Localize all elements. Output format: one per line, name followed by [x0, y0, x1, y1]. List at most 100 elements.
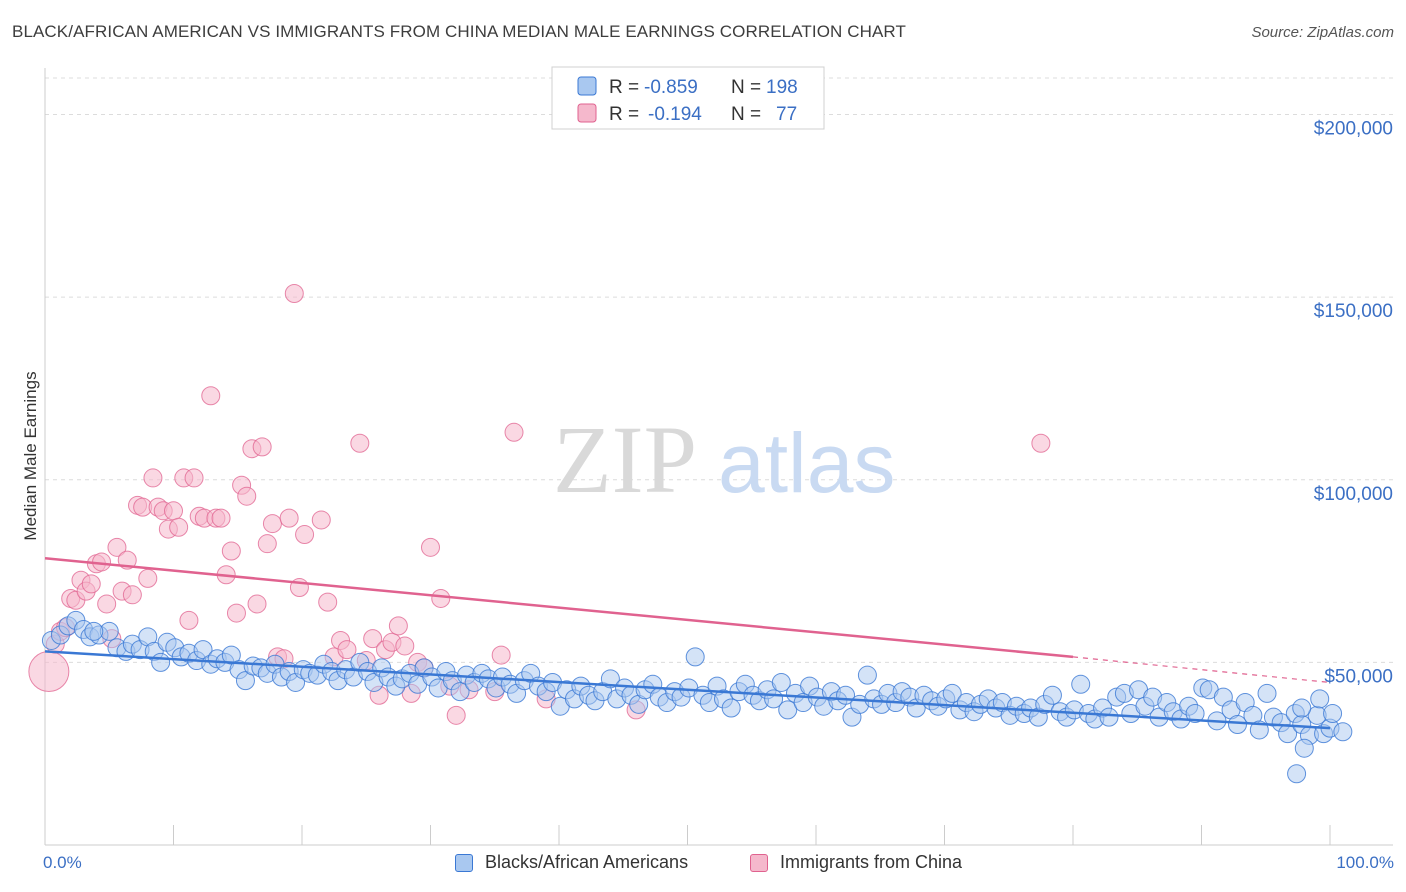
- legend-n-value-2: 77: [776, 104, 797, 125]
- point-china: [107, 537, 127, 557]
- point-blacks: [721, 698, 741, 718]
- point-china: [388, 616, 408, 636]
- point-china: [81, 574, 101, 594]
- x-tick-label-end: 100.0%: [1336, 853, 1394, 872]
- point-china: [252, 437, 272, 457]
- legend-swatch-blacks: [455, 853, 473, 872]
- legend-swatch-pink: [577, 103, 597, 123]
- point-china: [311, 510, 331, 530]
- point-china: [201, 386, 221, 406]
- legend-n-label-1: N =: [731, 77, 766, 98]
- point-china: [284, 283, 304, 303]
- legend-swatch-china: [750, 853, 768, 872]
- legend-item-blacks: Blacks/African Americans: [455, 852, 688, 873]
- point-china: [421, 537, 440, 557]
- point-china: [122, 585, 142, 605]
- legend-r-value-2: -0.194: [648, 104, 702, 125]
- point-blacks: [1294, 738, 1314, 758]
- legend-label-blacks: Blacks/African Americans: [485, 852, 689, 872]
- point-blacks: [1071, 674, 1091, 694]
- point-blacks: [1227, 714, 1247, 734]
- point-china: [363, 629, 383, 649]
- legend-n-label-2: N =: [731, 104, 766, 125]
- point-blacks: [1310, 689, 1330, 709]
- trend-line-china: [44, 557, 1074, 659]
- trend-line-china-extrapolated: [1072, 656, 1331, 684]
- point-blacks: [1333, 722, 1353, 742]
- point-blacks: [1185, 704, 1205, 724]
- point-blacks: [1287, 764, 1307, 784]
- legend-bottom: Blacks/African Americans Immigrants from…: [0, 852, 1406, 876]
- point-china: [143, 468, 163, 488]
- point-china: [226, 603, 246, 623]
- watermark: ZIP atlas: [553, 406, 895, 513]
- point-blacks: [857, 665, 877, 685]
- point-china: [504, 422, 524, 442]
- point-blacks: [84, 621, 104, 641]
- source-label: Source: ZipAtlas.com: [1251, 24, 1394, 41]
- point-blacks: [600, 669, 620, 689]
- series-immigrants-from-china: [28, 283, 1051, 725]
- point-china: [28, 651, 70, 693]
- y-axis-label: Median Male Earnings: [21, 371, 40, 540]
- point-china: [247, 594, 267, 614]
- point-blacks: [1099, 707, 1119, 727]
- legend-n-value-1: 198: [766, 77, 798, 98]
- point-china: [211, 508, 231, 528]
- chart-title: BLACK/AFRICAN AMERICAN VS IMMIGRANTS FRO…: [12, 22, 906, 41]
- y-tick-labels: $50,000 $100,000 $150,000 $200,000: [1314, 119, 1393, 688]
- point-china: [446, 705, 466, 725]
- point-china: [164, 501, 183, 521]
- point-china: [138, 568, 158, 588]
- legend-item-china: Immigrants from China: [750, 852, 962, 873]
- point-china: [1031, 433, 1051, 453]
- watermark-zip: ZIP: [553, 406, 697, 513]
- legend-top: R = -0.859 N = 198 R = -0.194 N = 77: [551, 66, 825, 130]
- grid-lines: [45, 77, 1393, 663]
- point-blacks: [450, 682, 470, 702]
- point-blacks: [151, 652, 171, 672]
- point-china: [318, 592, 338, 612]
- point-blacks: [1042, 685, 1062, 705]
- point-blacks: [778, 700, 798, 720]
- point-blacks: [771, 672, 791, 692]
- point-china: [279, 508, 299, 528]
- point-blacks: [1257, 683, 1277, 703]
- point-blacks: [1249, 720, 1269, 740]
- y-tick-label: $50,000: [1324, 666, 1393, 687]
- point-blacks: [235, 671, 255, 691]
- point-china: [97, 594, 117, 614]
- point-china: [179, 610, 199, 630]
- legend-label-china: Immigrants from China: [780, 852, 963, 872]
- point-china: [221, 541, 241, 561]
- point-blacks: [1323, 704, 1343, 724]
- x-tick-label-start: 0.0%: [43, 853, 82, 872]
- legend-r-label-1: R =: [609, 77, 644, 98]
- legend-r-value-1: -0.859: [644, 77, 698, 98]
- series-blacks-african-americans: [41, 610, 1353, 784]
- point-blacks: [685, 647, 705, 667]
- point-blacks: [221, 645, 241, 665]
- y-tick-label: $100,000: [1314, 484, 1393, 505]
- point-china: [431, 588, 451, 608]
- point-china: [337, 640, 357, 660]
- trend-lines: [44, 557, 1331, 730]
- point-china: [257, 534, 277, 554]
- y-tick-label: $200,000: [1314, 119, 1393, 140]
- point-china: [184, 468, 204, 488]
- trend-line-blacks: [44, 650, 1331, 730]
- point-china: [350, 433, 370, 453]
- point-china: [491, 645, 511, 665]
- legend-swatch-blue: [577, 76, 597, 96]
- point-china: [295, 525, 315, 545]
- point-blacks: [942, 683, 962, 703]
- legend-box: [551, 66, 825, 130]
- axes: [44, 68, 1393, 846]
- point-china: [262, 514, 282, 534]
- point-blacks: [193, 640, 213, 660]
- legend-r-label-2: R =: [609, 104, 644, 125]
- y-tick-label: $150,000: [1314, 301, 1393, 322]
- watermark-atlas: atlas: [718, 416, 895, 510]
- point-china: [169, 517, 189, 537]
